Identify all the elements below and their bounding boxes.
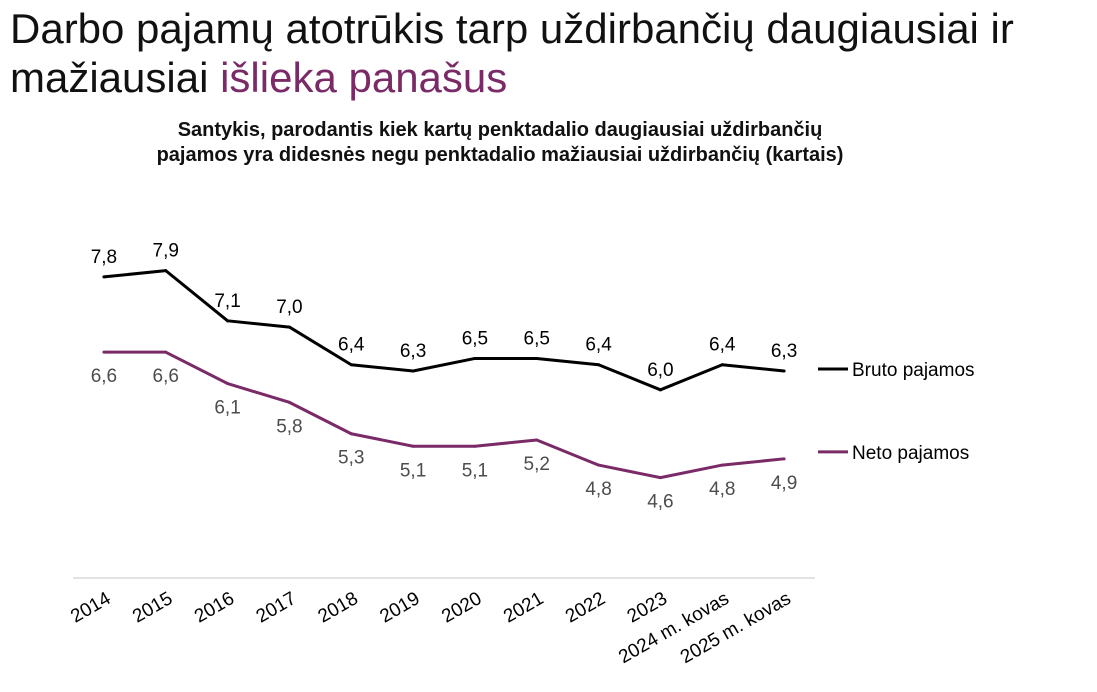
data-label: 7,9 [153, 241, 179, 262]
data-point [473, 444, 477, 448]
data-label: 5,2 [524, 454, 550, 475]
data-label: 7,1 [214, 291, 240, 312]
x-tick-label: 2019 [376, 588, 423, 627]
data-point [782, 457, 786, 461]
data-point [349, 432, 353, 436]
x-tick-label: 2015 [129, 588, 176, 627]
data-point [720, 363, 724, 367]
headline-accent-text: išlieka panašus [220, 54, 508, 101]
data-label: 6,5 [524, 328, 550, 349]
data-point [597, 363, 601, 367]
data-label: 6,6 [91, 366, 117, 387]
data-point [164, 350, 168, 354]
data-point [287, 400, 291, 404]
data-label: 6,4 [585, 335, 612, 356]
page-headline: Darbo pajamų atotrūkis tarp uždirbančių … [10, 4, 1090, 102]
data-point [102, 275, 106, 279]
data-point [411, 444, 415, 448]
data-point [102, 350, 106, 354]
series-line-bruto [103, 269, 785, 392]
data-point [782, 369, 786, 373]
data-point [411, 369, 415, 373]
data-label: 6,0 [647, 360, 673, 381]
x-tick-label: 2014 [67, 588, 114, 628]
x-tick-label: 2017 [253, 588, 300, 627]
data-label: 7,8 [91, 247, 117, 268]
data-label: 5,1 [462, 460, 488, 481]
data-point [720, 463, 724, 467]
data-label: 7,0 [276, 297, 302, 318]
data-label: 6,6 [153, 366, 179, 387]
series-line-neto [103, 350, 785, 480]
headline-text: Darbo pajamų atotrūkis tarp uždirbančių … [10, 5, 1014, 101]
data-label: 5,1 [400, 460, 426, 481]
data-point [658, 476, 662, 480]
data-label: 6,4 [338, 335, 365, 356]
data-label: 6,5 [462, 328, 488, 349]
data-point [349, 363, 353, 367]
data-point [226, 319, 230, 323]
data-point [287, 325, 291, 329]
data-point [597, 463, 601, 467]
data-point [473, 356, 477, 360]
data-label: 4,9 [771, 473, 797, 494]
data-label: 6,3 [771, 341, 797, 362]
data-point [658, 388, 662, 392]
data-point [535, 438, 539, 442]
data-label: 4,8 [585, 479, 611, 500]
x-tick-label: 2020 [438, 588, 485, 627]
x-tick-label: 2021 [500, 588, 547, 627]
data-label: 5,8 [276, 416, 302, 437]
data-point [164, 269, 168, 273]
chart-title: Santykis, parodantis kiek kartų penktada… [156, 119, 844, 166]
data-label: 4,8 [709, 479, 735, 500]
data-point [226, 382, 230, 386]
data-point [535, 356, 539, 360]
x-tick-label: 2022 [562, 588, 609, 627]
data-label: 4,6 [647, 492, 673, 513]
data-label: 6,3 [400, 341, 426, 362]
legend-label: Bruto pajamos [852, 360, 975, 381]
data-label: 6,1 [214, 398, 240, 419]
x-tick-label: 2016 [191, 588, 238, 627]
x-tick-label: 2018 [315, 588, 362, 627]
legend-label: Neto pajamos [852, 443, 969, 464]
data-label: 6,4 [709, 335, 736, 356]
data-label: 5,3 [338, 448, 364, 469]
